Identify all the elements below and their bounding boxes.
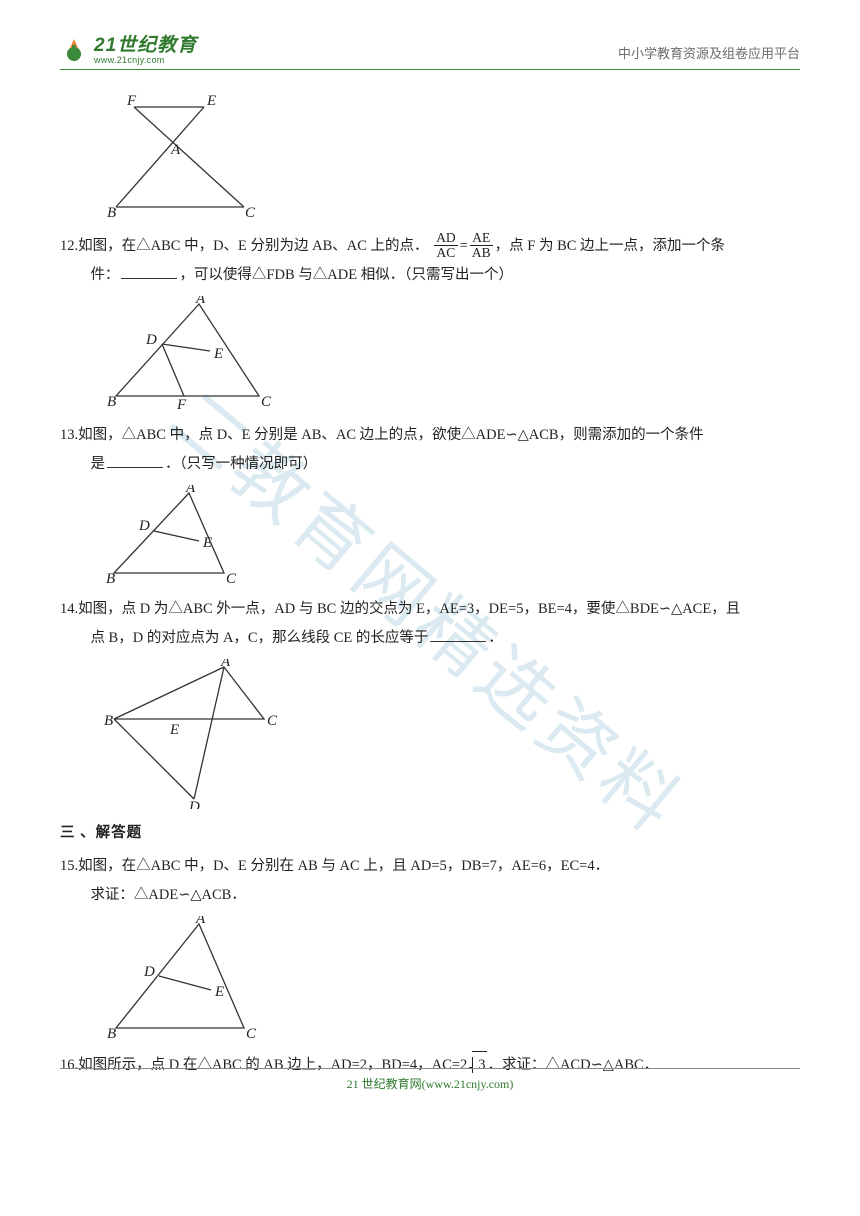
- q13-line2a: 是: [90, 456, 105, 472]
- q13-figure: A D E B C: [104, 485, 800, 585]
- logo-title: 21世纪教育: [94, 30, 197, 57]
- q15-line1: 如图，在△ABC 中，D、E 分别在 AB 与 AC 上，且 AD=5，DB=7…: [78, 858, 609, 874]
- svg-text:A: A: [195, 916, 206, 927]
- q15-line2: 求证：△ADE∽△ACB．: [90, 887, 245, 903]
- svg-text:C: C: [261, 394, 272, 410]
- svg-text:E: E: [169, 722, 179, 738]
- svg-text:A: A: [220, 659, 231, 670]
- q12-line2: 件：: [90, 267, 119, 283]
- q11-figure: F E A B C: [104, 92, 800, 222]
- q13-num: 13.: [60, 427, 78, 443]
- section-3-heading: 三 、解答题: [60, 819, 800, 848]
- frac-num: AE: [470, 231, 493, 246]
- svg-text:A: A: [185, 485, 196, 496]
- q12-frac2: AEAB: [470, 231, 493, 260]
- svg-text:D: D: [143, 964, 155, 980]
- svg-text:D: D: [188, 799, 200, 809]
- svg-text:A: A: [170, 142, 181, 158]
- svg-text:B: B: [107, 394, 116, 410]
- q14-line2b: ．: [488, 630, 503, 646]
- q14-num: 14.: [60, 601, 78, 617]
- q12-line2-tail: ，可以使得△FDB 与△ADE 相似．（只需写出一个）: [179, 267, 513, 283]
- q14-figure: A B E C D: [104, 659, 800, 809]
- svg-text:E: E: [202, 535, 212, 551]
- q13-line2b: ．（只写一种情况即可）: [165, 456, 317, 472]
- header-right-text: 中小学教育资源及组卷应用平台: [618, 43, 800, 65]
- blank: [121, 265, 177, 280]
- q12-eq: =: [460, 238, 468, 254]
- svg-text:F: F: [176, 397, 187, 411]
- blank: [430, 628, 486, 643]
- svg-text:D: D: [145, 332, 157, 348]
- footer: 21 世纪教育网(www.21cnjy.com): [60, 1068, 800, 1092]
- q15-num: 15.: [60, 858, 78, 874]
- svg-text:A: A: [195, 296, 206, 307]
- q12-line1a: 如图，在△ABC 中，D、E 分别为边 AB、AC 上的点．: [78, 238, 428, 254]
- content: F E A B C 12.如图，在△ABC 中，D、E 分别为边 AB、AC 上…: [60, 92, 800, 1080]
- logo-block: 21世纪教育 www.21cnjy.com: [60, 30, 197, 65]
- q14: 14.如图，点 D 为△ABC 外一点，AD 与 BC 边的交点为 E，AE=3…: [60, 595, 800, 653]
- svg-text:C: C: [245, 205, 256, 221]
- svg-text:B: B: [107, 205, 116, 221]
- q12: 12.如图，在△ABC 中，D、E 分别为边 AB、AC 上的点． ADAC=A…: [60, 232, 800, 290]
- blank: [107, 454, 163, 469]
- frac-den: AB: [470, 246, 493, 260]
- svg-text:C: C: [267, 713, 278, 729]
- q12-num: 12.: [60, 238, 78, 254]
- svg-text:E: E: [214, 984, 224, 1000]
- page: 21世纪教育 www.21cnjy.com 中小学教育资源及组卷应用平台 F E…: [0, 0, 860, 1106]
- q15-figure: A D E B C: [104, 916, 800, 1041]
- q12-line1b: ，点 F 为 BC 边上一点，添加一个条: [495, 238, 725, 254]
- q14-line1: 如图，点 D 为△ABC 外一点，AD 与 BC 边的交点为 E，AE=3，DE…: [78, 601, 740, 617]
- q15: 15.如图，在△ABC 中，D、E 分别在 AB 与 AC 上，且 AD=5，D…: [60, 852, 800, 910]
- svg-text:D: D: [138, 518, 150, 534]
- q14-line2a: 点 B，D 的对应点为 A，C，那么线段 CE 的长应等于: [90, 630, 428, 646]
- svg-text:C: C: [246, 1026, 257, 1041]
- svg-text:E: E: [206, 93, 216, 109]
- header: 21世纪教育 www.21cnjy.com 中小学教育资源及组卷应用平台: [60, 30, 800, 70]
- q12-frac1: ADAC: [434, 231, 458, 260]
- svg-text:F: F: [126, 93, 137, 109]
- logo-text: 21世纪教育 www.21cnjy.com: [94, 30, 197, 65]
- q13: 13.如图，△ABC 中，点 D、E 分别是 AB、AC 边上的点，欲使△ADE…: [60, 421, 800, 479]
- svg-text:B: B: [107, 1026, 116, 1041]
- frac-num: AD: [434, 231, 458, 246]
- svg-text:C: C: [226, 571, 237, 585]
- frac-den: AC: [434, 246, 458, 260]
- svg-text:B: B: [106, 571, 115, 585]
- svg-text:E: E: [213, 346, 223, 362]
- svg-text:B: B: [104, 713, 113, 729]
- q12-figure: A D E B F C: [104, 296, 800, 411]
- logo-icon: [60, 34, 88, 62]
- q13-line1: 如图，△ABC 中，点 D、E 分别是 AB、AC 边上的点，欲使△ADE∽△A…: [78, 427, 703, 443]
